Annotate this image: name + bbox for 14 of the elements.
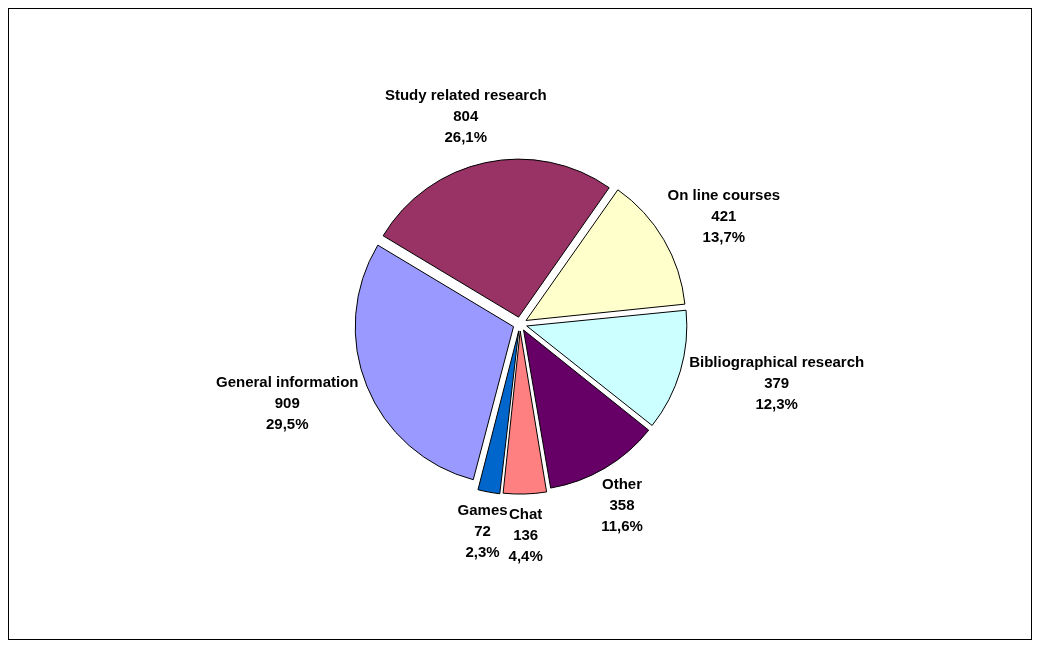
data-label: 136 4,4% xyxy=(508,525,543,564)
data-label: 358 11,6% xyxy=(601,496,643,535)
data-label: 804 26,1% xyxy=(444,107,488,146)
slice-label: Study related research xyxy=(384,86,547,104)
data-label: 421 13,7% xyxy=(702,207,746,246)
slice-label: General information xyxy=(216,372,359,390)
slice-label: On line courses xyxy=(667,186,781,204)
data-label: 909 29,5% xyxy=(265,393,309,432)
slice-label: Other xyxy=(602,475,643,493)
data-label: 72 2,3% xyxy=(465,522,500,561)
slice-label: Bibliographical research xyxy=(689,352,865,370)
data-label: 379 12,3% xyxy=(755,373,798,412)
slice-label: Games xyxy=(457,501,508,519)
slice-label: Chat xyxy=(509,504,543,522)
